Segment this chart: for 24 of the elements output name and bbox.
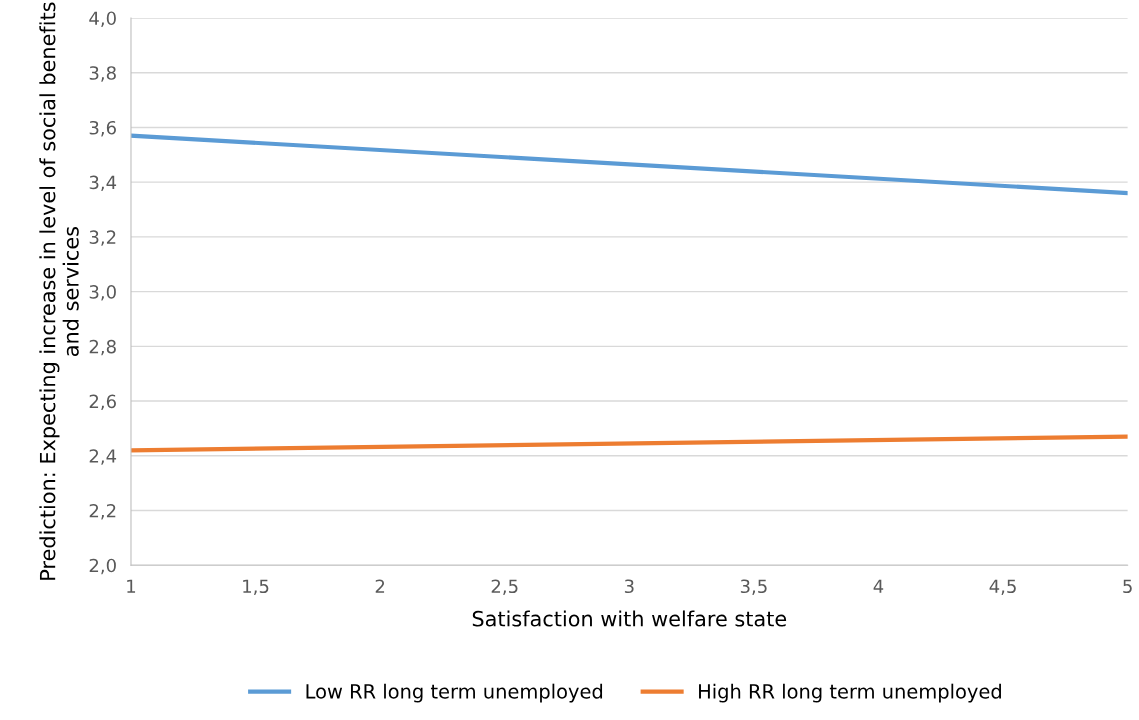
y-tick-label: 3,4 xyxy=(89,175,117,192)
x-tick-label: 1 xyxy=(127,579,136,593)
legend-label: Low RR long term unemployed xyxy=(306,683,603,703)
y-tick-label: 2,6 xyxy=(89,394,116,410)
y-tick-label: 2,0 xyxy=(89,558,116,575)
y-tick-label: 3,8 xyxy=(89,66,116,82)
x-tick-label: 3,5 xyxy=(740,579,767,595)
y-tick-label: 4,0 xyxy=(89,11,116,27)
y-tick-label: 2,2 xyxy=(89,503,116,520)
y-tick-label: 3,0 xyxy=(89,285,116,301)
legend-label: High RR long term unemployed xyxy=(699,683,1001,703)
x-tick-label: 5 xyxy=(1123,579,1132,594)
x-tick-label: 4,5 xyxy=(989,579,1016,595)
x-tick-label: 4 xyxy=(873,579,884,593)
y-tick-label: 2,4 xyxy=(89,449,117,465)
y-tick-label: 3,2 xyxy=(89,230,116,246)
y-axis-title: Prediction: Expecting increase in level of social benefits and services xyxy=(39,2,79,580)
y-tick-label: 2,8 xyxy=(89,339,116,356)
x-axis-title: Satisfaction with welfare state xyxy=(472,610,787,627)
x-tick-label: 1,5 xyxy=(243,579,269,595)
x-tick-label: 2,5 xyxy=(491,579,518,595)
y-tick-label: 3,6 xyxy=(89,120,116,137)
x-tick-label: 2 xyxy=(375,579,385,593)
x-tick-label: 3 xyxy=(624,579,634,594)
